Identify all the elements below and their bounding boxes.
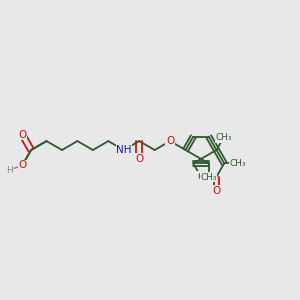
- Text: O: O: [18, 160, 26, 170]
- Text: NH: NH: [116, 145, 131, 155]
- Text: H: H: [6, 166, 13, 175]
- Text: CH₃: CH₃: [230, 159, 246, 168]
- Text: CH₃: CH₃: [215, 134, 232, 142]
- Text: O: O: [18, 130, 26, 140]
- Text: O: O: [197, 172, 205, 182]
- Text: O: O: [166, 136, 174, 146]
- Text: O: O: [135, 154, 143, 164]
- Text: O: O: [212, 186, 220, 196]
- Text: CH₃: CH₃: [200, 173, 217, 182]
